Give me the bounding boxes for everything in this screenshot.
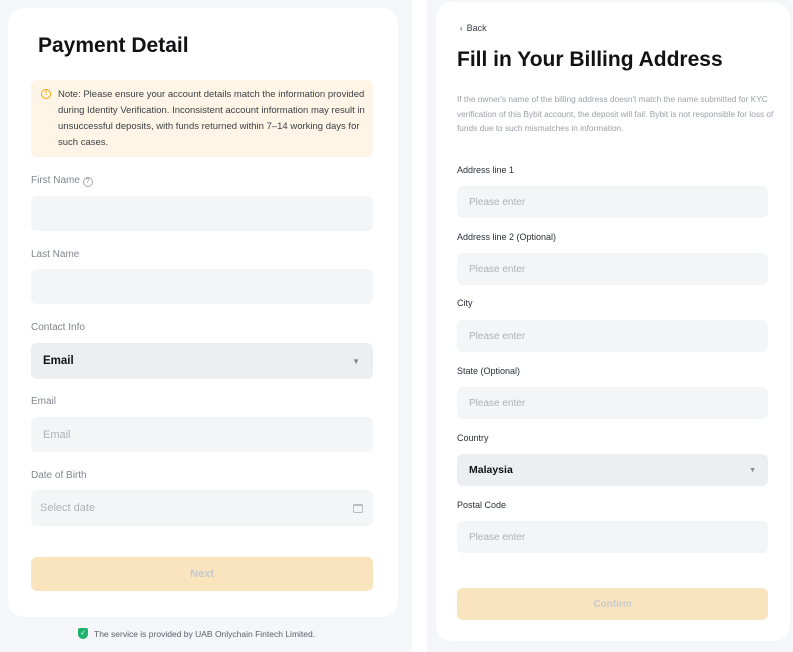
email-label: Email — [31, 396, 57, 407]
country-value: Malaysia — [469, 464, 513, 476]
country-select[interactable]: Malaysia ▼ — [457, 454, 768, 486]
billing-description: If the owner's name of the billing addre… — [457, 94, 774, 133]
shield-check-icon: ✓ — [78, 628, 88, 639]
address2-input[interactable]: Please enter — [457, 253, 768, 285]
postal-input[interactable]: Please enter — [457, 521, 768, 553]
footer-text: The service is provided by UAB Onlychain… — [94, 628, 316, 639]
first-name-label: First Name ? — [31, 175, 93, 187]
page-title: Payment Detail — [38, 34, 189, 57]
country-label: Country — [457, 433, 489, 443]
last-name-input[interactable] — [31, 269, 373, 304]
page-title: Fill in Your Billing Address — [457, 48, 723, 71]
email-input[interactable]: Email — [31, 417, 373, 452]
address1-input[interactable]: Please enter — [457, 186, 768, 218]
footer: ✓ The service is provided by UAB Onlycha… — [78, 628, 315, 639]
city-input[interactable]: Please enter — [457, 320, 768, 352]
contact-info-value: Email — [43, 355, 74, 367]
warning-text: Note: Please ensure your account details… — [58, 89, 365, 148]
confirm-button[interactable]: Confirm — [457, 588, 768, 620]
first-name-input[interactable] — [31, 196, 373, 231]
chevron-down-icon: ▼ — [749, 466, 756, 474]
chevron-down-icon: ▼ — [352, 356, 360, 366]
city-label: City — [457, 298, 473, 308]
state-label: State (Optional) — [457, 366, 521, 376]
contact-info-label: Contact Info — [31, 322, 85, 333]
next-button[interactable]: Next — [31, 557, 373, 591]
chevron-left-icon: ‹ — [460, 24, 463, 33]
back-link[interactable]: ‹ Back — [460, 23, 487, 33]
warning-icon: ! — [41, 89, 51, 99]
state-input[interactable]: Please enter — [457, 387, 768, 419]
address1-label: Address line 1 — [457, 165, 515, 175]
dob-input[interactable]: Select date — [31, 490, 373, 526]
dob-placeholder: Select date — [40, 502, 96, 514]
postal-label: Postal Code — [457, 500, 507, 510]
help-icon[interactable]: ? — [82, 177, 93, 187]
last-name-label: Last Name — [31, 249, 80, 260]
calendar-icon — [353, 503, 363, 513]
dob-label: Date of Birth — [31, 470, 87, 481]
contact-info-select[interactable]: Email ▼ — [31, 343, 373, 379]
warning-note: ! Note: Please ensure your account detai… — [31, 80, 373, 157]
address2-label: Address line 2 (Optional) — [457, 232, 557, 242]
first-name-label-text: First Name — [31, 175, 80, 186]
back-label: Back — [466, 23, 487, 33]
